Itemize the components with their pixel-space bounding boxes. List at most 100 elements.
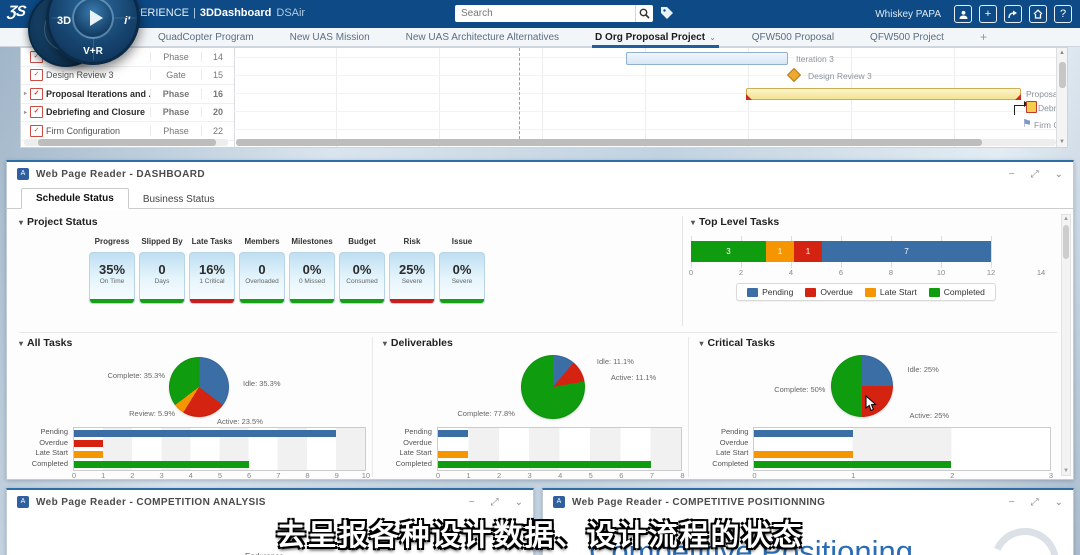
bar-completed[interactable] — [754, 461, 952, 468]
gantt-widget: ✓Iteration 3Phase14✓Design Review 3Gate1… — [20, 47, 1068, 148]
bar-late-start[interactable] — [754, 450, 853, 458]
gantt-vertical-scrollbar[interactable]: ▲ ▼ — [1056, 48, 1067, 147]
scrollbar-thumb[interactable] — [1063, 225, 1069, 259]
minimize-icon[interactable]: − — [1008, 496, 1015, 508]
gantt-bar-iteration[interactable] — [626, 52, 788, 65]
kpi-card[interactable]: 0% Severe — [439, 252, 485, 304]
minimize-icon[interactable]: − — [1008, 168, 1015, 180]
scroll-up-icon[interactable]: ▲ — [1063, 216, 1069, 222]
collapse-caret-icon[interactable]: ▾ — [19, 339, 24, 348]
collapse-caret-icon[interactable]: ▾ — [691, 218, 696, 227]
kpi-card[interactable]: 16% 1 Critical — [189, 252, 235, 304]
tab-new-uas-mission[interactable]: New UAS Mission — [290, 30, 370, 45]
collapse-icon[interactable]: ⌄ — [1054, 168, 1063, 180]
add-tab-button[interactable]: + — [979, 30, 987, 44]
milestone-diamond-icon[interactable] — [786, 67, 802, 83]
bar-category-label: Late Start — [35, 448, 68, 457]
table-row-firm-configuration[interactable]: ✓ Firm Configuration Phase 22 — [21, 122, 234, 141]
scroll-down-icon[interactable]: ▼ — [1059, 139, 1065, 145]
search-box[interactable] — [455, 5, 653, 22]
scrollbar-thumb[interactable] — [38, 139, 216, 146]
bar-completed[interactable] — [74, 461, 249, 468]
minimize-icon[interactable]: − — [468, 496, 475, 508]
debriefing-task-icon[interactable] — [1026, 101, 1037, 113]
gantt-horizontal-scrollbar[interactable] — [236, 139, 1056, 146]
compass-info-label[interactable]: i′ — [124, 15, 130, 27]
add-icon[interactable]: + — [979, 5, 997, 23]
bar-completed[interactable] — [437, 461, 652, 468]
share-icon[interactable] — [1004, 5, 1022, 23]
kpi-card[interactable]: 0 Overloaded — [239, 252, 285, 304]
kpi-card[interactable]: 25% Severe — [389, 252, 435, 304]
user-name[interactable]: Whiskey PAPA — [875, 8, 941, 20]
compass-center[interactable] — [72, 0, 114, 39]
tab-d-org-proposal-project[interactable]: D Org Proposal Project ⌄ — [592, 30, 719, 48]
tab-quadcopter-program[interactable]: QuadCopter Program — [158, 30, 254, 45]
collapse-caret-icon[interactable]: ▾ — [382, 339, 387, 348]
scroll-down-icon[interactable]: ▼ — [1063, 468, 1069, 474]
segment-pending[interactable]: 7 — [821, 241, 991, 262]
legend-item-completed[interactable]: Completed — [928, 287, 985, 297]
collapse-caret-icon[interactable]: ▾ — [699, 339, 704, 348]
tab-new-uas-architecture-alternatives[interactable]: New UAS Architecture Alternatives — [406, 30, 559, 45]
collapse-caret-icon[interactable]: ▾ — [19, 218, 24, 227]
resize-icon[interactable]: ⤢ — [1030, 168, 1039, 180]
legend-item-overdue[interactable]: Overdue — [805, 287, 853, 297]
pie-chart-critical-tasks[interactable] — [831, 355, 894, 417]
3ds-logo[interactable]: ƷS — [6, 3, 27, 20]
legend-label: Overdue — [820, 287, 853, 297]
gantt-bar-proposal[interactable] — [746, 88, 1021, 100]
table-horizontal-scrollbar[interactable] — [24, 139, 228, 146]
bar-overdue[interactable] — [74, 440, 104, 447]
bar-pending[interactable] — [754, 429, 853, 437]
kpi-card[interactable]: 0% Consumed — [339, 252, 385, 304]
3dexperience-compass[interactable]: 3D i′ V+R — [46, 0, 140, 65]
search-icon[interactable] — [635, 5, 653, 22]
tab-qfw500-project[interactable]: QFW500 Project — [870, 30, 944, 45]
bar-pending[interactable] — [74, 429, 336, 437]
segment-completed[interactable]: 3 — [691, 241, 766, 262]
segment-late-start[interactable]: 1 — [766, 241, 794, 262]
compass-3d-label[interactable]: 3D — [57, 15, 72, 27]
flag-icon[interactable]: ⚑ — [1022, 118, 1032, 130]
kpi-card[interactable]: 35% On Time — [89, 252, 135, 304]
bar-late-start[interactable] — [74, 450, 104, 458]
kpi-card[interactable]: 0 Days — [139, 252, 185, 304]
pie-label: Active: 25% — [909, 411, 950, 420]
bar-pending[interactable] — [437, 429, 469, 437]
collapse-icon[interactable]: ⌄ — [1054, 496, 1063, 508]
compass-vr-label[interactable]: V+R — [83, 46, 103, 57]
play-icon[interactable] — [90, 10, 103, 26]
home-icon[interactable] — [1029, 5, 1047, 23]
resize-icon[interactable]: ⤢ — [490, 496, 499, 508]
dashboard-vertical-scrollbar[interactable]: ▲ ▼ — [1061, 214, 1071, 476]
help-icon[interactable]: ? — [1054, 5, 1072, 23]
kpi-card[interactable]: 0% 0 Missed — [289, 252, 335, 304]
scrollbar-thumb[interactable] — [1059, 62, 1066, 88]
tag-icon[interactable] — [660, 6, 674, 25]
legend-item-late-start[interactable]: Late Start — [864, 287, 917, 297]
expander-icon[interactable]: ▸ — [23, 91, 27, 98]
tab-schedule-status[interactable]: Schedule Status — [21, 188, 129, 209]
table-row-design-review-3[interactable]: ✓ Design Review 3 Gate 15 — [21, 67, 234, 85]
tab-qfw500-proposal[interactable]: QFW500 Proposal — [752, 30, 834, 45]
search-input[interactable] — [455, 8, 635, 19]
table-row-debriefing-and-closure[interactable]: ▸ ✓ Debriefing and Closure Phase 20 — [21, 104, 234, 122]
segment-overdue[interactable]: 1 — [793, 241, 822, 262]
pie-label: Complete: 50% — [774, 385, 826, 394]
pie-chart-deliverables[interactable] — [520, 355, 585, 419]
panel-title: Web Page Reader - COMPETITION ANALYSIS — [36, 496, 266, 508]
scrollbar-thumb[interactable] — [236, 139, 983, 146]
bar-late-start[interactable] — [437, 450, 469, 458]
axis-tick: 14 — [1036, 268, 1046, 277]
user-profile-icon[interactable] — [954, 5, 972, 23]
expander-icon[interactable]: ▸ — [23, 109, 27, 116]
pie-chart-all-tasks[interactable] — [169, 357, 229, 417]
panel-header: A Web Page Reader - COMPETITIVE POSITION… — [543, 490, 1073, 514]
collapse-icon[interactable]: ⌄ — [514, 496, 523, 508]
resize-icon[interactable]: ⤢ — [1030, 496, 1039, 508]
scroll-up-icon[interactable]: ▲ — [1059, 50, 1065, 56]
legend-item-pending[interactable]: Pending — [747, 287, 793, 297]
tab-business-status[interactable]: Business Status — [142, 194, 215, 205]
table-row-proposal-iterations-and-[interactable]: ▸ ✓ Proposal Iterations and ... Phase 16 — [21, 85, 234, 104]
